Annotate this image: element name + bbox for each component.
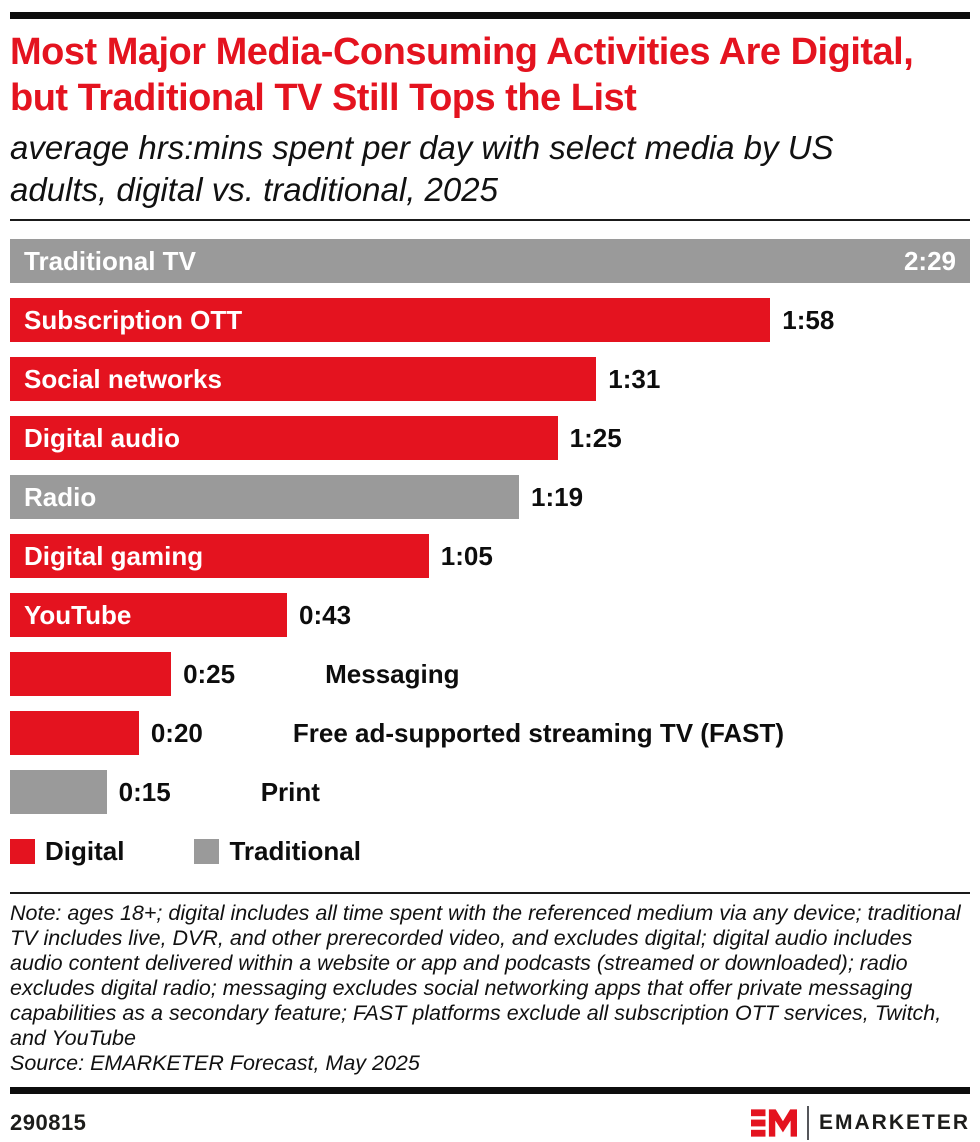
bar-value: 0:43	[299, 599, 352, 630]
bar: Traditional TV 2:29	[10, 239, 970, 284]
bar: Social networks	[10, 357, 597, 402]
bar-value: 1:31	[608, 363, 661, 394]
header-rule	[10, 219, 970, 222]
bar	[10, 711, 139, 756]
brand-name: EMARKETER	[818, 1111, 970, 1135]
legend-swatch	[10, 839, 35, 865]
bar-label: Subscription OTT	[24, 304, 243, 335]
note-rule	[10, 892, 970, 895]
bar: Digital gaming	[10, 534, 429, 579]
note-text: Note: ages 18+; digital includes all tim…	[10, 901, 961, 1051]
bar-row: 0:15 Print	[10, 770, 970, 815]
bar-row: 0:20 Free ad-supported streaming TV (FAST…	[10, 711, 970, 756]
bar-value: 0:20	[150, 717, 203, 748]
bar-label: Traditional TV	[24, 245, 196, 276]
emarketer-logo: EMARKETER	[750, 1106, 970, 1141]
chart-legend: Digital Traditional	[10, 836, 970, 867]
logo-divider	[806, 1106, 809, 1141]
bar-row: Social networks 1:31	[10, 357, 970, 402]
bar-label: YouTube	[24, 599, 132, 630]
chart-note: Note: ages 18+; digital includes all tim…	[10, 901, 970, 1076]
bar-row: Digital audio 1:25	[10, 416, 970, 461]
chart-subtitle: average hrs:mins spent per day with sele…	[10, 128, 834, 208]
footer: 290815 EMARKETER	[10, 1106, 970, 1141]
bar-row: Subscription OTT 1:58	[10, 298, 970, 343]
bar-value: 1:58	[782, 304, 835, 335]
legend-item: Traditional	[194, 836, 361, 867]
bar-row: Traditional TV 2:29	[10, 239, 970, 284]
chart-id: 290815	[10, 1110, 87, 1136]
bar-label: Print	[260, 776, 320, 807]
legend-item: Digital	[10, 836, 124, 867]
bar	[10, 770, 107, 815]
chart-title: Most Major Media-Consuming Activities Ar…	[10, 31, 914, 120]
bar-value: 1:19	[530, 481, 584, 512]
source-text: Source: EMARKETER Forecast, May 2025	[10, 1051, 420, 1076]
bar-row: 0:25 Messaging	[10, 652, 970, 697]
bar-label: Digital gaming	[24, 540, 204, 571]
bar-label: Free ad-supported streaming TV (FAST)	[292, 717, 785, 748]
bar-label: Social networks	[24, 363, 222, 394]
bar-row: Digital gaming 1:05	[10, 534, 970, 579]
em-monogram-icon	[750, 1109, 797, 1137]
bar: Radio	[10, 475, 519, 520]
bar-label: Messaging	[325, 658, 460, 689]
bar: Digital audio	[10, 416, 558, 461]
bar-label: Digital audio	[24, 422, 180, 453]
bar-label: Radio	[24, 481, 97, 512]
top-divider-bar	[10, 12, 970, 19]
legend-label: Digital	[45, 836, 125, 867]
bar-value: 1:05	[440, 540, 493, 571]
legend-swatch	[194, 839, 220, 865]
bar-value: 2:29	[903, 245, 956, 276]
bar-row: YouTube 0:43	[10, 593, 970, 638]
bar	[10, 652, 172, 697]
bar: Subscription OTT	[10, 298, 771, 343]
bar-row: Radio 1:19	[10, 475, 970, 520]
bar-value: 1:25	[569, 422, 622, 453]
bar: YouTube	[10, 593, 288, 638]
bar-value: 0:25	[183, 658, 236, 689]
bottom-divider-bar	[10, 1087, 970, 1095]
legend-label: Traditional	[229, 836, 361, 867]
bar-chart: Traditional TV 2:29 Subscription OTT 1:58 So…	[10, 239, 970, 815]
bar-value: 0:15	[118, 776, 171, 807]
